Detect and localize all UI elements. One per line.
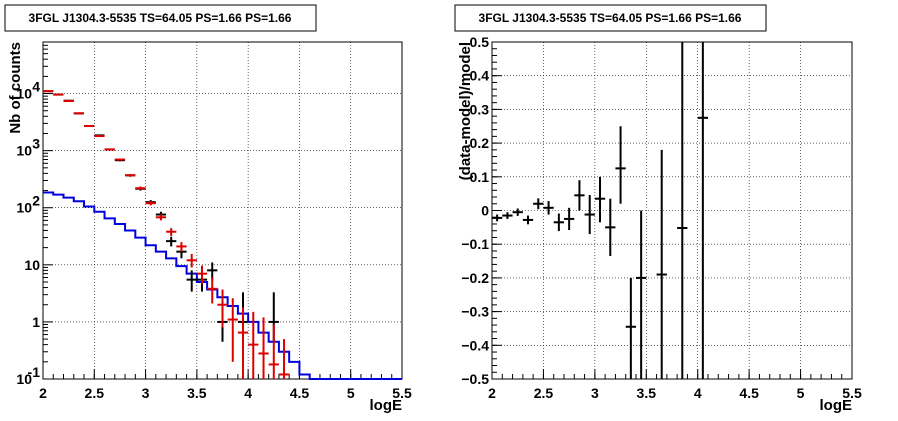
- left-x-tick-label: 3.5: [187, 385, 207, 401]
- left-y-tick-label: 10: [16, 86, 32, 102]
- data-point: [166, 236, 177, 247]
- right-y-tick-label: 0.3: [470, 101, 490, 117]
- residual-point: [522, 215, 534, 225]
- right-title: 3FGL J1304.3-5535 TS=64.05 PS=1.66 PS=1.…: [479, 11, 742, 25]
- model-point: [176, 242, 187, 252]
- left-x-tick-label: 5: [347, 385, 355, 401]
- left-y-tick-exponent: 3: [32, 136, 40, 152]
- residual-point: [697, 42, 708, 379]
- data-point: [186, 270, 197, 292]
- left-x-axis-label: logE: [370, 397, 403, 414]
- left-x-tick-label: 4.5: [290, 385, 310, 401]
- left-y-tick-exponent: 2: [32, 193, 40, 209]
- right-x-tick-label: 3: [591, 385, 599, 401]
- left-x-tick-label: 2: [39, 385, 47, 401]
- model-point: [43, 90, 54, 93]
- model-point: [114, 158, 126, 161]
- right-y-axis-label: (data-model)/model: [457, 42, 474, 180]
- residual-point: [677, 42, 688, 379]
- right-residual-points: [492, 42, 708, 379]
- right-y-tick-label: −0.1: [461, 236, 489, 252]
- right-y-tick-label: −0.4: [461, 337, 489, 353]
- left-y-tick-label: 10: [16, 200, 32, 216]
- model-point: [104, 148, 115, 151]
- left-y-tick-label: 1: [32, 314, 40, 330]
- left-x-tick-label: 2.5: [85, 385, 105, 401]
- model-point: [135, 186, 146, 190]
- model-point: [258, 317, 269, 379]
- model-point: [84, 125, 95, 128]
- model-point: [186, 253, 197, 268]
- model-point: [248, 311, 259, 379]
- left-y-tick-exponent: 4: [32, 79, 40, 95]
- left-x-tick-label: 4: [244, 385, 252, 401]
- right-y-tick-label: 0.2: [470, 135, 490, 151]
- right-x-tick-label: 2.5: [534, 385, 554, 401]
- model-point: [227, 298, 238, 362]
- left-x-tick-label: 3: [142, 385, 150, 401]
- right-y-tick-label: 0.4: [470, 68, 490, 84]
- residual-point: [605, 198, 616, 256]
- residual-point: [594, 176, 606, 223]
- residual-point: [625, 277, 636, 379]
- residual-point: [512, 208, 523, 216]
- right-x-axis-label: logE: [820, 397, 853, 414]
- right-y-tick-label: −0.5: [461, 371, 489, 387]
- left-y-tick-exponent: -1: [28, 364, 41, 380]
- right-y-tick-label: −0.3: [461, 304, 489, 320]
- model-point: [94, 135, 105, 138]
- right-x-tick-label: 4: [694, 385, 702, 401]
- residual-point: [615, 126, 626, 204]
- right-grid: [492, 42, 852, 379]
- residual-point: [574, 180, 585, 211]
- model-point: [237, 307, 249, 379]
- left-x-tick-label: 5.5: [392, 385, 412, 401]
- model-point: [73, 112, 85, 115]
- residual-point: [584, 194, 595, 235]
- right-y-tick-label: 0.5: [470, 34, 490, 50]
- right-axis-ticks: 2 2.5 3 3.5 4 4.5 5 5.5 −0.5 −0.4 −0.3 −0.2 −0.1 0 0.1…: [461, 34, 862, 401]
- right-y-tick-label: 0: [481, 203, 489, 219]
- right-y-tick-label: 0.1: [470, 169, 490, 185]
- left-y-tick-label: 10: [16, 143, 32, 159]
- model-point: [166, 228, 177, 236]
- left-title-box: [4, 4, 317, 32]
- residual-point: [492, 214, 503, 222]
- residual-point: [502, 212, 513, 219]
- residual-point: [543, 201, 554, 215]
- right-x-tick-label: 5.5: [842, 385, 862, 401]
- model-point: [125, 173, 136, 177]
- right-title-box: [454, 4, 767, 32]
- residual-point: [636, 210, 647, 379]
- model-point: [145, 201, 156, 206]
- left-y-tick-label: 10: [16, 371, 32, 387]
- model-point: [53, 93, 64, 96]
- model-point: [278, 339, 290, 379]
- model-point: [217, 289, 228, 328]
- right-y-tick-label: −0.2: [461, 270, 489, 286]
- right-x-tick-label: 5: [797, 385, 805, 401]
- left-title: 3FGL J1304.3-5535 TS=64.05 PS=1.66 PS=1.…: [29, 11, 292, 25]
- model-point: [196, 265, 208, 285]
- model-point: [268, 324, 279, 379]
- model-point: [155, 214, 167, 221]
- residual-point: [533, 198, 544, 210]
- residual-point: [656, 149, 667, 379]
- right-x-tick-label: 2: [488, 385, 496, 401]
- left-model-points: [43, 90, 290, 379]
- right-x-tick-label: 4.5: [739, 385, 759, 401]
- right-x-tick-label: 3.5: [637, 385, 657, 401]
- residual-point: [553, 213, 564, 232]
- left-y-tick-label: 10: [24, 257, 40, 273]
- model-point: [63, 100, 74, 103]
- model-point: [207, 277, 218, 304]
- right-panel: 2 2.5 3 3.5 4 4.5 5 5.5 −0.5 −0.4 −0.3 −0.2 −0.1 0 0.1…: [454, 4, 862, 414]
- left-y-axis-label: Nb of counts: [7, 42, 24, 134]
- residual-point: [564, 207, 575, 231]
